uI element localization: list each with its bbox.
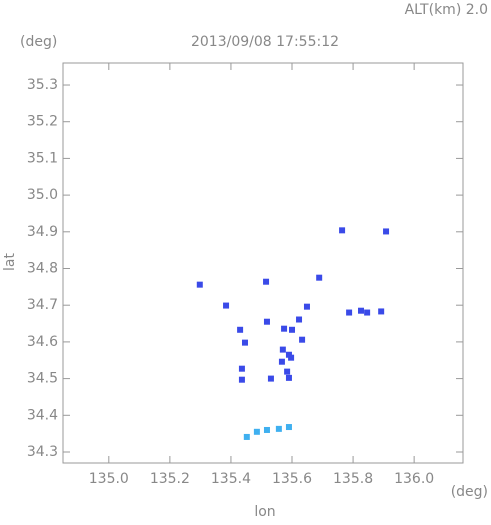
y-tick-label: 35.3: [27, 77, 58, 93]
echo: [253, 428, 260, 435]
x-tick-label: 135.8: [333, 471, 373, 487]
echo: [223, 302, 230, 309]
y-unit: (deg): [20, 34, 57, 50]
echo: [289, 326, 296, 333]
echo: [285, 374, 292, 381]
echo: [263, 318, 270, 325]
x-unit: (deg): [451, 484, 488, 500]
echo: [296, 316, 303, 323]
y-tick-label: 35.0: [27, 187, 58, 203]
y-tick-label: 34.5: [27, 371, 58, 387]
echo: [279, 346, 286, 353]
echo: [316, 274, 323, 281]
echo: [196, 281, 203, 288]
x-label: lon: [254, 504, 275, 520]
echo: [358, 307, 365, 314]
x-tick-label: 135.2: [150, 471, 190, 487]
echo: [383, 228, 390, 235]
x-tick-label: 135.6: [272, 471, 312, 487]
echo: [364, 309, 371, 316]
y-tick-label: 35.1: [27, 150, 58, 166]
plot-frame: [62, 62, 464, 464]
y-tick-label: 34.3: [27, 444, 58, 460]
chart-title: 2013/09/08 17:55:12: [191, 34, 339, 50]
y-tick-label: 34.6: [27, 334, 58, 350]
y-tick-label: 35.2: [27, 114, 58, 130]
echo: [238, 376, 245, 383]
echo: [237, 326, 244, 333]
x-tick-label: 135.0: [89, 471, 129, 487]
echo: [299, 336, 306, 343]
echo: [346, 309, 353, 316]
x-tick-label: 136.0: [394, 471, 434, 487]
echo: [238, 365, 245, 372]
y-tick-label: 34.8: [27, 261, 58, 277]
y-tick-label: 34.4: [27, 407, 58, 423]
echo: [281, 325, 288, 332]
echo: [284, 368, 291, 375]
echo: [278, 358, 285, 365]
echo: [285, 424, 292, 431]
echo: [263, 426, 270, 433]
echo: [275, 425, 282, 432]
echo: [243, 433, 250, 440]
echo: [288, 354, 295, 361]
echo: [378, 308, 385, 315]
x-tick-label: 135.4: [211, 471, 251, 487]
echo: [339, 227, 346, 234]
y-tick-label: 34.9: [27, 224, 58, 240]
y-label: lat: [2, 253, 18, 271]
altitude-label: ALT(km) 2.0: [405, 2, 488, 18]
echo: [263, 278, 270, 285]
y-tick-label: 34.7: [27, 297, 58, 313]
echo: [241, 339, 248, 346]
echo: [267, 375, 274, 382]
echo: [303, 303, 310, 310]
